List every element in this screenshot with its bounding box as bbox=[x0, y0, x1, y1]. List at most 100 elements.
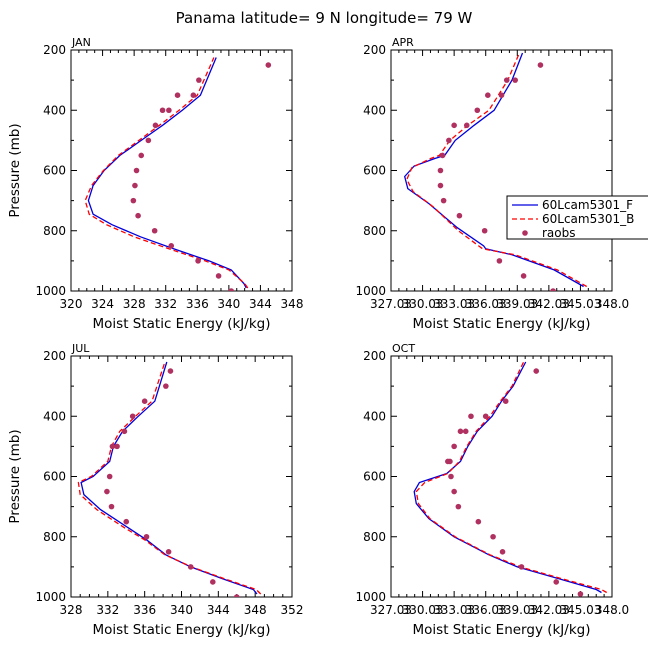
raobs-point bbox=[109, 443, 116, 450]
x-tick-label: 327.03 bbox=[370, 297, 412, 311]
raobs-point bbox=[123, 518, 130, 525]
raobs-point bbox=[457, 428, 464, 435]
x-tick-label: 328 bbox=[60, 603, 83, 617]
raobs-point bbox=[474, 107, 481, 114]
raobs-point bbox=[518, 564, 525, 570]
raobs-point bbox=[130, 197, 137, 204]
raobs-point bbox=[451, 488, 457, 495]
series-line-f bbox=[87, 57, 247, 289]
legend-box bbox=[506, 195, 648, 240]
y-tick-label: 600 bbox=[363, 470, 386, 484]
y-tick-label: 800 bbox=[363, 224, 386, 238]
y-tick-label: 400 bbox=[363, 103, 386, 117]
raobs-point bbox=[196, 77, 202, 83]
panel-jul: JUL 328 332 336 340 344 348 352 200 400 600 800 1000… bbox=[7, 342, 303, 638]
raobs-point bbox=[159, 107, 166, 114]
series-line-f bbox=[403, 52, 584, 288]
x-tick-label: 344 bbox=[249, 297, 272, 311]
raobs-point bbox=[174, 92, 181, 98]
x-tick-label: 332 bbox=[96, 603, 119, 617]
x-tick-label: 345.03 bbox=[559, 603, 601, 617]
raobs-point bbox=[537, 62, 544, 68]
raobs-point bbox=[210, 579, 216, 585]
raobs-point bbox=[577, 591, 584, 597]
x-tick-label: 336 bbox=[186, 297, 209, 311]
x-tick-label: 348.0 bbox=[595, 297, 629, 311]
panel-title: JAN bbox=[71, 36, 91, 49]
raobs-point bbox=[215, 273, 222, 279]
x-tick-label: 327.03 bbox=[370, 603, 412, 617]
raobs-point bbox=[437, 167, 444, 174]
raobs-point bbox=[437, 182, 444, 189]
raobs-point bbox=[167, 368, 174, 374]
raobs-point bbox=[121, 428, 128, 435]
x-tick-label: 333.03 bbox=[433, 297, 475, 311]
raobs-point bbox=[463, 122, 470, 129]
y-tick-label: 1000 bbox=[355, 284, 386, 298]
y-tick-label: 200 bbox=[43, 349, 66, 363]
raobs-point bbox=[190, 92, 197, 98]
raobs-point bbox=[496, 258, 503, 264]
raobs-point bbox=[481, 227, 488, 234]
raobs-point bbox=[462, 428, 469, 435]
raobs-point bbox=[512, 77, 518, 83]
raobs-point bbox=[445, 458, 451, 465]
y-tick-label: 200 bbox=[363, 349, 386, 363]
series-line-f bbox=[413, 361, 602, 594]
raobs-point bbox=[106, 473, 113, 480]
raobs-point bbox=[228, 288, 235, 291]
series-line-b bbox=[84, 57, 249, 289]
raobs-point bbox=[502, 398, 509, 404]
x-axis-label: Moist Static Energy (kJ/kg) bbox=[93, 316, 271, 332]
x-tick-label: 348.0 bbox=[595, 603, 629, 617]
y-tick-label: 400 bbox=[43, 103, 66, 117]
y-tick-label: 1000 bbox=[35, 590, 66, 604]
y-tick-label: 1000 bbox=[35, 284, 66, 298]
y-tick-label: 600 bbox=[363, 164, 386, 178]
x-tick-label: 342.03 bbox=[528, 297, 570, 311]
x-tick-label: 332 bbox=[154, 297, 177, 311]
raobs-point bbox=[440, 197, 447, 204]
y-tick-label: 800 bbox=[43, 224, 66, 238]
series-line-b bbox=[77, 361, 262, 595]
raobs-point bbox=[499, 549, 506, 555]
raobs-point bbox=[455, 503, 462, 510]
series-line-b bbox=[415, 361, 608, 594]
raobs-point bbox=[141, 398, 148, 404]
raobs-point bbox=[152, 122, 159, 129]
raobs-point bbox=[143, 533, 150, 540]
raobs-point bbox=[439, 152, 446, 159]
raobs-point bbox=[187, 564, 194, 570]
x-tick-label: 339.03 bbox=[496, 297, 538, 311]
x-axis-label: Moist Static Energy (kJ/kg) bbox=[413, 316, 591, 332]
raobs-point bbox=[165, 549, 172, 555]
x-tick-label: 324 bbox=[91, 297, 114, 311]
x-tick-label: 328 bbox=[123, 297, 146, 311]
raobs-point bbox=[108, 503, 115, 510]
raobs-point bbox=[451, 443, 457, 450]
series-line-b bbox=[406, 52, 588, 288]
series-layer bbox=[77, 361, 262, 597]
y-tick-label: 800 bbox=[43, 530, 66, 544]
raobs-point bbox=[132, 182, 138, 189]
raobs-point bbox=[490, 533, 496, 540]
x-tick-label: 336 bbox=[133, 603, 156, 617]
raobs-point bbox=[138, 152, 145, 159]
panel-title: APR bbox=[392, 36, 414, 49]
raobs-point bbox=[482, 413, 489, 420]
y-tick-label: 1000 bbox=[355, 590, 386, 604]
x-tick-label: 336.03 bbox=[465, 603, 507, 617]
raobs-point bbox=[133, 167, 140, 174]
figure-title: Panama latitude= 9 N longitude= 79 W bbox=[176, 9, 473, 27]
x-tick-label: 340 bbox=[170, 603, 193, 617]
raobs-point bbox=[114, 443, 120, 450]
x-tick-label: 352 bbox=[281, 603, 304, 617]
x-tick-label: 344 bbox=[207, 603, 230, 617]
y-tick-label: 200 bbox=[43, 43, 66, 57]
x-tick-label: 320 bbox=[60, 297, 83, 311]
series-layer bbox=[84, 57, 272, 291]
x-tick-label: 330.03 bbox=[402, 297, 444, 311]
x-tick-label: 333.03 bbox=[433, 603, 475, 617]
